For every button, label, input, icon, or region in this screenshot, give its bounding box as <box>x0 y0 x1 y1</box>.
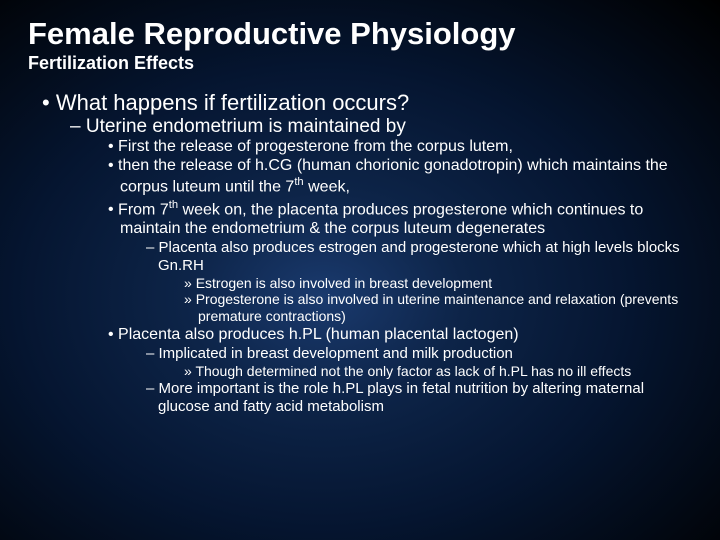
bullet-item: then the release of h.CG (human chorioni… <box>108 157 692 197</box>
bullet-sub: Uterine endometrium is maintained by Fir… <box>70 116 692 416</box>
bullet-level-3: First the release of progesterone from t… <box>70 138 692 416</box>
text-part: Placenta also produces estrogen and prog… <box>158 239 680 274</box>
text-part: week, <box>304 179 350 196</box>
superscript: th <box>294 176 303 188</box>
bullet-level-5: Estrogen is also involved in breast deve… <box>158 275 692 325</box>
bullet-sub-text: Uterine endometrium is maintained by <box>86 116 406 137</box>
bullet-item: More important is the role h.PL plays in… <box>146 380 692 416</box>
text-part: week on, the placenta produces progester… <box>120 201 643 237</box>
bullet-item: Implicated in breast development and mil… <box>146 345 692 380</box>
superscript: th <box>169 199 178 211</box>
bullet-main: What happens if fertilization occurs? Ut… <box>42 90 692 416</box>
bullet-item: Though determined not the only factor as… <box>184 363 692 380</box>
bullet-item: From 7th week on, the placenta produces … <box>108 199 692 325</box>
bullet-level-2: Uterine endometrium is maintained by Fir… <box>42 116 692 416</box>
bullet-level-4: Placenta also produces estrogen and prog… <box>120 239 692 325</box>
text-part: Implicated in breast development and mil… <box>159 345 513 362</box>
bullet-level-5: Though determined not the only factor as… <box>158 363 692 380</box>
bullet-item: Placenta also produces h.PL (human place… <box>108 326 692 416</box>
bullet-main-text: What happens if fertilization occurs? <box>56 90 409 115</box>
bullet-item: Progesterone is also involved in uterine… <box>184 291 692 325</box>
text-part: From 7 <box>118 201 169 218</box>
bullet-item: First the release of progesterone from t… <box>108 138 692 157</box>
text-part: Placenta also produces h.PL (human place… <box>118 326 519 343</box>
bullet-item: Estrogen is also involved in breast deve… <box>184 275 692 292</box>
slide-title: Female Reproductive Physiology <box>28 18 692 51</box>
bullet-level-4: Implicated in breast development and mil… <box>120 345 692 416</box>
slide-subtitle: Fertilization Effects <box>28 53 692 74</box>
slide-container: Female Reproductive Physiology Fertiliza… <box>0 0 720 430</box>
bullet-item: Placenta also produces estrogen and prog… <box>146 239 692 325</box>
bullet-level-1: What happens if fertilization occurs? Ut… <box>28 90 692 416</box>
text-part: then the release of h.CG (human chorioni… <box>118 157 668 195</box>
